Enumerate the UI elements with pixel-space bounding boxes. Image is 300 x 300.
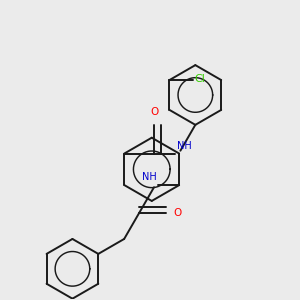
Text: O: O — [150, 107, 158, 117]
Text: NH: NH — [177, 141, 192, 151]
Text: Cl: Cl — [195, 74, 206, 84]
Text: NH: NH — [142, 172, 157, 182]
Text: O: O — [174, 208, 182, 218]
